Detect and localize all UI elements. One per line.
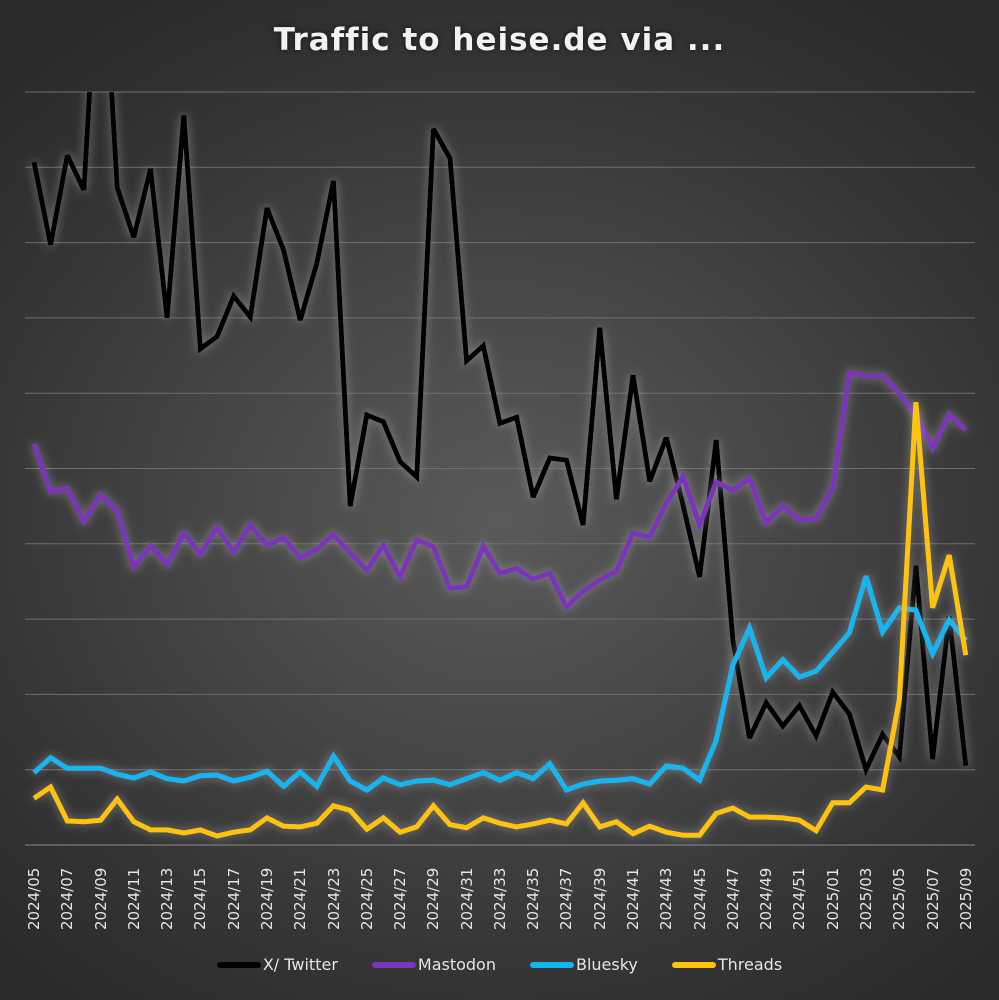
legend-swatch-twitter: [216, 961, 261, 968]
legend-item-bluesky[interactable]: Bluesky: [529, 955, 638, 974]
chart-title: Traffic to heise.de via ...: [273, 22, 726, 58]
legend-swatch-bluesky: [529, 961, 574, 968]
legend-item-threads[interactable]: Threads: [671, 955, 783, 974]
x-tick-label: 2024/43: [657, 867, 676, 930]
x-tick-label: 2024/39: [590, 867, 609, 930]
x-tick-label: 2024/07: [58, 867, 77, 930]
x-tick-label: 2025/01: [823, 867, 842, 930]
legend-swatch-threads: [671, 961, 716, 968]
x-tick-label: 2024/29: [424, 867, 443, 930]
x-tick-label: 2024/51: [790, 867, 809, 930]
x-tick-label: 2024/27: [391, 867, 410, 930]
series-lines: [31, 92, 969, 839]
legend-label: X/ Twitter: [262, 955, 338, 974]
x-tick-label: 2024/09: [91, 867, 110, 930]
x-tick-label: 2025/07: [923, 867, 942, 930]
x-tick-label: 2024/15: [191, 867, 210, 930]
x-tick-label: 2024/41: [624, 867, 643, 930]
legend-label: Threads: [717, 955, 783, 974]
x-tick-label: 2024/31: [457, 867, 476, 930]
x-tick-label: 2024/25: [357, 867, 376, 930]
x-tick-label: 2024/17: [224, 867, 243, 930]
legend-swatch-mastodon: [371, 961, 416, 968]
x-tick-label: 2024/45: [690, 867, 709, 930]
series-line-x-twitter: [31, 92, 969, 777]
x-tick-label: 2025/09: [956, 867, 975, 930]
x-tick-label: 2024/13: [158, 867, 177, 930]
legend-label: Mastodon: [417, 955, 496, 974]
series-line-threads: [32, 401, 969, 839]
series-line-mastodon: [31, 369, 968, 612]
x-tick-label: 2024/49: [757, 867, 776, 930]
series-line-bluesky: [32, 575, 968, 794]
legend-item-mastodon[interactable]: Mastodon: [371, 955, 496, 974]
x-tick-label: 2025/03: [857, 867, 875, 930]
legend-item-twitter[interactable]: X/ Twitter: [216, 955, 338, 974]
legend: X/ Twitter Mastodon Bluesky Threads: [0, 955, 999, 974]
gridlines: [25, 91, 975, 771]
x-tick-label: 2024/33: [490, 867, 509, 930]
x-tick-label: 2024/47: [723, 867, 742, 930]
x-tick-label: 2024/11: [124, 867, 143, 930]
x-tick-label: 2024/35: [524, 867, 543, 930]
x-tick-label: 2024/05: [25, 867, 43, 930]
legend-label: Bluesky: [575, 955, 638, 974]
x-tick-label: 2024/37: [557, 867, 576, 930]
x-tick-label: 2024/23: [324, 867, 343, 930]
x-tick-label: 2025/05: [890, 867, 909, 930]
x-tick-label: 2024/21: [291, 867, 310, 930]
x-tick-label: 2024/19: [257, 867, 276, 930]
